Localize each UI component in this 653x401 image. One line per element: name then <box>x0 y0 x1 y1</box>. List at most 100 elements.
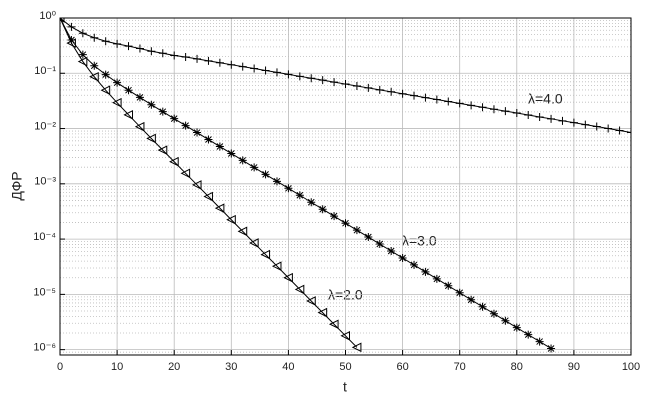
y-tick-label: 10⁻¹ <box>34 65 56 77</box>
data-point <box>330 212 339 221</box>
data-point <box>181 52 190 61</box>
data-point <box>375 240 384 249</box>
data-point <box>204 135 213 144</box>
data-point <box>387 247 396 256</box>
data-point <box>193 128 202 137</box>
data-point <box>535 112 544 121</box>
data-point <box>330 78 339 87</box>
data-point <box>478 302 487 311</box>
data-point <box>134 121 145 132</box>
x-tick-label: 90 <box>568 361 580 373</box>
data-point <box>100 85 111 96</box>
data-point <box>226 214 236 225</box>
x-tick-label: 20 <box>168 361 180 373</box>
data-point <box>489 309 498 318</box>
data-point <box>227 149 236 158</box>
data-point <box>78 50 87 59</box>
x-tick-label: 30 <box>225 361 237 373</box>
data-point <box>215 142 224 151</box>
data-point <box>147 47 156 56</box>
data-point <box>421 93 430 102</box>
data-point <box>67 35 76 44</box>
data-point <box>432 95 441 104</box>
data-point <box>261 66 270 75</box>
data-point <box>124 42 133 51</box>
data-point <box>157 145 168 155</box>
data-point <box>328 319 339 330</box>
data-point <box>66 38 76 48</box>
data-point <box>101 70 110 79</box>
data-point <box>421 267 430 276</box>
data-point <box>467 101 476 110</box>
data-point <box>318 76 327 85</box>
data-point <box>261 170 270 179</box>
data-point <box>135 93 144 102</box>
data-point <box>249 238 259 248</box>
data-point <box>113 39 122 48</box>
data-point <box>284 70 293 79</box>
data-point <box>283 272 293 283</box>
data-point <box>501 316 510 325</box>
data-point <box>193 54 202 63</box>
data-point <box>90 33 99 42</box>
data-point <box>78 29 87 38</box>
data-point <box>215 58 224 67</box>
data-point <box>67 22 76 31</box>
data-point <box>467 295 476 304</box>
data-point <box>444 97 453 106</box>
data-point <box>307 74 316 83</box>
x-tick-label: 60 <box>396 361 408 373</box>
data-point <box>501 107 510 116</box>
plot-frame <box>59 17 632 356</box>
data-point <box>272 68 281 77</box>
data-point <box>147 100 156 109</box>
data-point <box>444 281 453 290</box>
data-point <box>101 37 110 46</box>
data-point <box>375 85 384 94</box>
y-tick-label: 10⁻⁴ <box>33 231 56 243</box>
data-point <box>398 89 407 98</box>
data-point <box>158 107 167 116</box>
y-tick-label: 10⁻⁵ <box>33 286 56 298</box>
data-point <box>547 344 556 353</box>
data-point <box>146 133 156 144</box>
data-point <box>250 64 259 73</box>
data-point <box>455 288 464 297</box>
data-point <box>90 61 99 70</box>
data-point <box>317 307 328 318</box>
data-point <box>432 274 441 283</box>
data-point <box>77 56 88 67</box>
data-point <box>306 296 316 306</box>
data-point <box>364 83 373 92</box>
plot-area <box>60 18 631 353</box>
x-tick-label: 10 <box>111 361 123 373</box>
series-line <box>60 18 552 349</box>
data-point <box>295 191 304 200</box>
x-tick-label: 0 <box>57 361 63 373</box>
data-point <box>558 116 567 125</box>
data-point <box>340 330 350 341</box>
y-tick-label: 10⁰ <box>39 10 56 22</box>
data-point <box>272 177 281 186</box>
data-point <box>341 80 350 89</box>
x-tick-label: 70 <box>454 361 466 373</box>
data-point <box>615 126 624 135</box>
data-point <box>191 180 202 190</box>
data-point <box>89 71 99 82</box>
data-point <box>260 249 271 260</box>
x-tick-label: 100 <box>622 361 640 373</box>
data-point <box>512 323 521 332</box>
data-point <box>123 110 134 120</box>
data-point <box>364 233 373 242</box>
data-point <box>524 110 533 119</box>
x-axis-label: t <box>343 379 347 395</box>
data-point <box>169 156 179 167</box>
data-point <box>318 205 327 214</box>
data-point <box>604 124 613 133</box>
data-point <box>512 109 521 118</box>
data-point <box>569 118 578 127</box>
data-point <box>351 342 362 353</box>
data-point <box>124 86 133 95</box>
data-point <box>113 78 122 87</box>
